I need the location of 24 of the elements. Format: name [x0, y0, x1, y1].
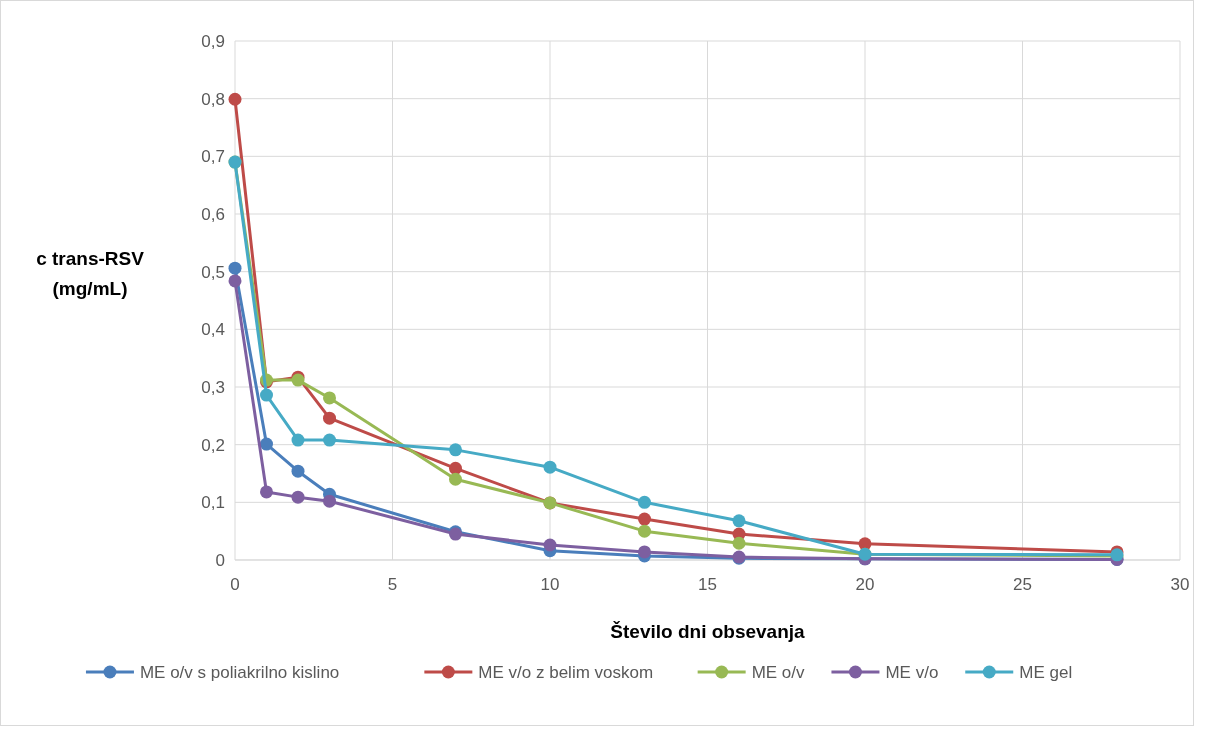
x-axis-title: Število dni obsevanja [610, 621, 806, 642]
y-tick-label: 0,5 [201, 262, 225, 282]
y-tick-label: 0,1 [201, 493, 225, 513]
x-tick-label: 25 [1013, 575, 1032, 594]
legend-label: ME o/v [751, 662, 806, 682]
y-tick-label: 0,2 [201, 435, 225, 455]
x-tick-label: 30 [1170, 575, 1190, 594]
y-tick-label: 0,6 [201, 204, 225, 224]
y-tick-label: 0,4 [201, 320, 225, 340]
x-tick-label: 15 [698, 575, 717, 594]
x-tick-label: 5 [387, 575, 398, 594]
x-tick-label: 20 [855, 575, 875, 594]
y-tick-label: 0,9 [201, 31, 225, 51]
legend-label: ME gel [1019, 662, 1073, 682]
x-tick-label: 10 [540, 575, 560, 594]
y-axis-title: c trans-RSV (mg/mL) [36, 248, 145, 299]
legend-label: ME o/v s poliakrilno kislino [139, 662, 340, 682]
legend-label: ME v/o [885, 662, 939, 682]
y-tick-label: 0 [215, 550, 225, 570]
y-tick-label: 0,7 [201, 147, 225, 167]
x-tick-label: 0 [230, 575, 240, 594]
y-tick-label: 0,3 [201, 377, 225, 397]
y-tick-label: 0,8 [201, 89, 225, 109]
legend-label: ME v/o z belim voskom [478, 662, 654, 682]
